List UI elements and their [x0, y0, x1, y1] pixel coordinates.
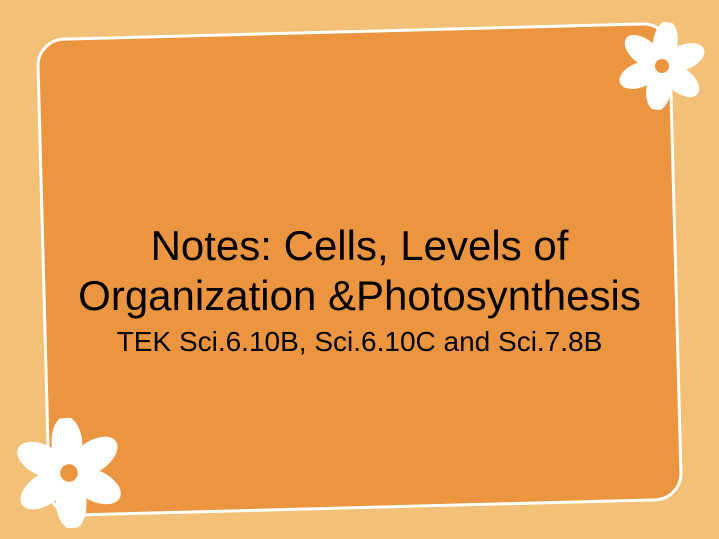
slide-subtitle: TEK Sci.6.10B, Sci.6.10C and Sci.7.8B [117, 326, 603, 358]
slide-title: Notes: Cells, Levels of Organization &Ph… [60, 221, 659, 320]
star-decoration-top-right [612, 16, 711, 115]
star-decoration-bottom-left [10, 414, 127, 531]
